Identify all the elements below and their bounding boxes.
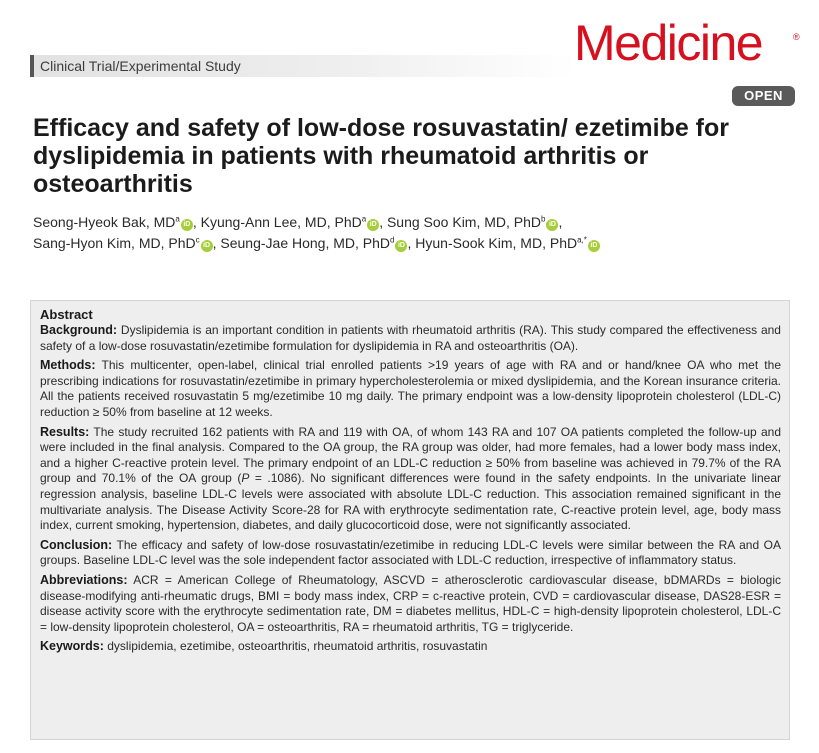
p-value-symbol: P bbox=[241, 471, 250, 486]
section-text: ACR = American College of Rheumatology, … bbox=[40, 572, 782, 634]
journal-logo: Medicine bbox=[574, 15, 764, 71]
author-name[interactable]: Hyun-Sook Kim, MD, PhD bbox=[415, 235, 578, 251]
author-name[interactable]: Sang-Hyon Kim, MD, PhD bbox=[33, 235, 196, 251]
orcid-icon[interactable]: iD bbox=[395, 240, 408, 252]
abstract-heading: Abstract bbox=[40, 307, 93, 322]
open-access-badge: OPEN bbox=[732, 86, 795, 106]
orcid-icon[interactable]: iD bbox=[587, 240, 600, 252]
abstract-keywords: Keywords: dyslipidemia, ezetimibe, osteo… bbox=[40, 639, 781, 655]
section-text: This multicenter, open-label, clinical t… bbox=[40, 358, 781, 419]
author-separator: , bbox=[558, 214, 563, 230]
registered-mark: ® bbox=[793, 32, 800, 42]
author-name[interactable]: Sung Soo Kim, MD, PhD bbox=[386, 214, 542, 230]
article-type-banner: Clinical Trial/Experimental Study bbox=[30, 55, 576, 77]
affiliation-marker: c bbox=[195, 235, 200, 245]
section-text: dyslipidemia, ezetimibe, osteoarthritis,… bbox=[107, 639, 488, 654]
section-label: Background: bbox=[40, 323, 118, 337]
section-text: The study recruited 162 patients with RA… bbox=[40, 424, 781, 486]
section-label: Methods: bbox=[40, 358, 96, 373]
abstract-abbreviations: Abbreviations: ACR = American College of… bbox=[40, 573, 781, 635]
abstract-box: Abstract Background: Dyslipidemia is an … bbox=[30, 300, 790, 740]
orcid-icon[interactable]: iD bbox=[180, 219, 193, 231]
affiliation-marker: a bbox=[175, 214, 180, 224]
article-type-label: Clinical Trial/Experimental Study bbox=[40, 58, 241, 74]
abstract-results: Results: The study recruited 162 patient… bbox=[40, 425, 781, 534]
author-separator: , bbox=[407, 235, 416, 251]
affiliation-marker: d bbox=[390, 235, 395, 245]
abstract-conclusion: Conclusion: The efficacy and safety of l… bbox=[40, 538, 781, 569]
author-name[interactable]: Seong-Hyeok Bak, MD bbox=[33, 214, 176, 230]
orcid-icon[interactable]: iD bbox=[200, 240, 213, 252]
section-label: Results: bbox=[40, 424, 90, 439]
affiliation-marker: a,* bbox=[577, 235, 587, 245]
section-text: Dyslipidemia is an important condition i… bbox=[40, 323, 781, 353]
author-name[interactable]: Seung-Jae Hong, MD, PhD bbox=[220, 235, 391, 251]
author-separator: , bbox=[212, 235, 221, 251]
orcid-icon[interactable]: iD bbox=[546, 219, 559, 231]
affiliation-marker: b bbox=[541, 214, 546, 224]
section-text: The efficacy and safety of low-dose rosu… bbox=[40, 537, 781, 568]
abstract-methods: Methods: This multicenter, open-label, c… bbox=[40, 358, 781, 420]
orcid-icon[interactable]: iD bbox=[367, 219, 380, 231]
section-text: = .1086). No significant differences wer… bbox=[40, 471, 781, 533]
author-separator: , bbox=[192, 214, 201, 230]
author-name[interactable]: Kyung-Ann Lee, MD, PhD bbox=[200, 214, 362, 230]
abstract-background: Background: Dyslipidemia is an important… bbox=[40, 323, 781, 354]
section-label: Abbreviations: bbox=[40, 572, 128, 587]
author-separator: , bbox=[379, 214, 387, 230]
affiliation-marker: a bbox=[361, 214, 367, 224]
author-list: Seong-Hyeok Bak, MDaiD, Kyung-Ann Lee, M… bbox=[33, 212, 793, 254]
section-label: Conclusion: bbox=[40, 537, 113, 552]
article-title: Efficacy and safety of low-dose rosuvast… bbox=[33, 114, 730, 198]
section-label: Keywords: bbox=[40, 639, 104, 654]
